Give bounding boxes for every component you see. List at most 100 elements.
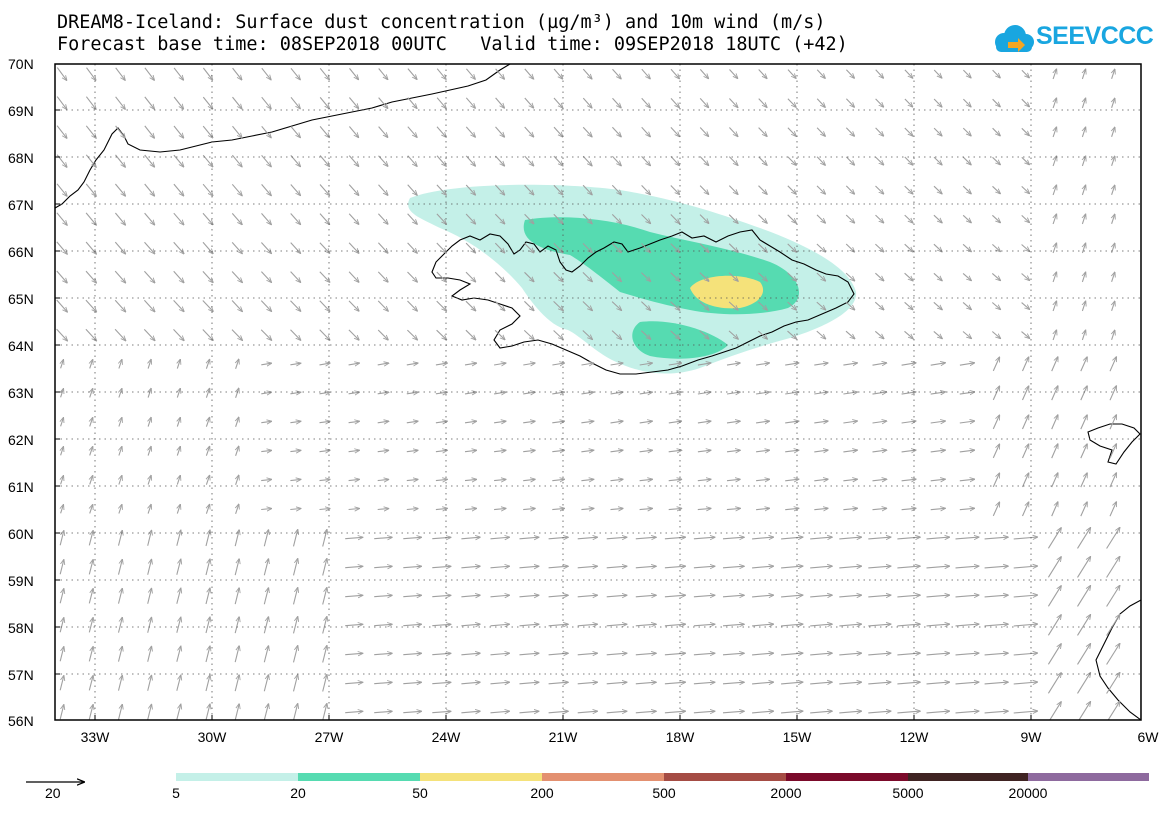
wind-arrow-icon <box>523 479 535 480</box>
wind-arrow-icon <box>1021 502 1029 517</box>
wind-arrow-icon <box>435 450 447 451</box>
wind-arrow-icon <box>553 155 563 166</box>
wind-arrow-icon <box>875 243 883 252</box>
wind-arrow-icon <box>114 299 125 312</box>
wind-arrow-icon <box>641 272 650 282</box>
wind-arrow-icon <box>144 125 155 138</box>
wind-arrow-icon <box>177 359 180 369</box>
wind-arrow-icon <box>232 125 242 138</box>
wind-arrow-icon <box>206 417 209 427</box>
wind-arrow-icon <box>524 242 534 253</box>
wind-arrow-icon <box>319 126 329 137</box>
wind-arrow-icon <box>1021 444 1029 459</box>
wind-arrow-icon <box>639 363 653 365</box>
wind-arrow-icon <box>406 509 418 510</box>
wind-arrow-icon <box>839 566 861 568</box>
wind-arrow-icon <box>984 711 1009 713</box>
wind-arrow-icon <box>407 68 417 80</box>
wind-arrow-icon <box>322 559 327 576</box>
wind-arrow-icon <box>810 537 832 539</box>
wind-arrow-icon <box>664 653 686 655</box>
wind-arrow-icon <box>992 98 1001 107</box>
wind-arrow-icon <box>752 682 773 684</box>
wind-arrow-icon <box>752 711 773 713</box>
wind-arrow-icon <box>177 475 180 485</box>
lon-label: 33W <box>80 729 110 745</box>
wind-arrow-icon <box>612 97 622 108</box>
wind-arrow-icon <box>117 617 123 633</box>
wind-arrow-icon <box>1109 444 1116 459</box>
wind-arrow-icon <box>119 505 122 514</box>
wind-arrow-icon <box>1053 156 1056 167</box>
wind-arrow-icon <box>119 476 122 485</box>
lat-label: 67N <box>8 197 34 213</box>
wind-arrow-icon <box>1082 98 1085 109</box>
wind-arrow-icon <box>494 392 506 394</box>
wind-arrow-icon <box>668 421 682 423</box>
wind-arrow-icon <box>670 98 679 107</box>
wind-arrow-icon <box>1049 702 1061 720</box>
wind-arrow-icon <box>403 711 421 712</box>
wind-arrow-icon <box>756 508 769 509</box>
wind-arrow-icon <box>553 68 563 79</box>
wind-arrow-icon <box>1053 214 1056 225</box>
wind-arrow-icon <box>115 154 126 167</box>
wind-arrow-icon <box>293 704 298 720</box>
wind-arrow-icon <box>173 67 183 80</box>
wind-arrow-icon <box>758 156 767 166</box>
wind-arrow-icon <box>933 127 942 136</box>
wind-arrow-icon <box>148 359 151 369</box>
lon-label: 12W <box>899 729 929 745</box>
wind-arrow-icon <box>816 98 825 108</box>
wind-arrow-icon <box>1051 473 1058 488</box>
wind-arrow-icon <box>524 155 534 166</box>
wind-arrow-icon <box>234 704 239 720</box>
wind-arrow-icon <box>261 421 271 422</box>
wind-arrow-icon <box>234 559 239 576</box>
wind-arrow-icon <box>962 185 971 194</box>
wind-arrow-icon <box>904 214 913 223</box>
wind-arrow-icon <box>88 589 93 604</box>
wind-arrow-icon <box>670 214 680 224</box>
wind-arrow-icon <box>524 68 534 79</box>
wind-arrow-icon <box>206 359 209 369</box>
wind-arrow-icon <box>436 126 446 137</box>
wind-arrow-icon <box>61 505 64 514</box>
wind-arrow-icon <box>143 329 155 340</box>
wind-arrow-icon <box>85 154 96 167</box>
wind-arrow-icon <box>611 330 621 340</box>
wind-arrow-icon <box>670 243 680 253</box>
map-frame <box>54 63 1142 721</box>
wind-arrow-icon <box>90 389 93 398</box>
wind-arrow-icon <box>548 624 569 626</box>
wind-arrow-icon <box>432 566 451 567</box>
wind-arrow-icon <box>59 531 64 546</box>
wind-arrow-icon <box>1106 644 1120 665</box>
wind-arrow-icon <box>519 711 539 713</box>
wind-arrow-icon <box>436 68 446 80</box>
wind-arrow-icon <box>670 330 680 339</box>
wind-arrow-icon <box>756 421 769 423</box>
wind-arrow-icon <box>548 566 569 568</box>
wind-arrow-icon <box>955 624 979 626</box>
wind-arrow-icon <box>1077 644 1091 665</box>
wind-arrow-icon <box>1053 185 1056 196</box>
wind-arrow-icon <box>348 392 360 394</box>
wind-arrow-icon <box>611 272 621 282</box>
wind-arrow-icon <box>992 473 999 488</box>
wind-arrow-icon <box>494 213 504 224</box>
wind-arrow-icon <box>524 184 534 195</box>
wind-arrow-icon <box>1106 557 1120 578</box>
wind-arrow-icon <box>290 242 301 254</box>
wind-arrow-icon <box>697 508 711 509</box>
wind-arrow-icon <box>992 243 1000 251</box>
wind-arrow-icon <box>874 301 884 310</box>
wind-arrow-icon <box>787 214 797 223</box>
wind-arrow-icon <box>319 392 331 394</box>
wind-arrow-icon <box>810 624 832 626</box>
wind-arrow-icon <box>1109 473 1116 488</box>
wind-arrow-icon <box>839 595 861 597</box>
wind-arrow-icon <box>261 96 271 109</box>
wind-arrow-icon <box>435 392 447 394</box>
wind-arrow-icon <box>668 479 682 480</box>
